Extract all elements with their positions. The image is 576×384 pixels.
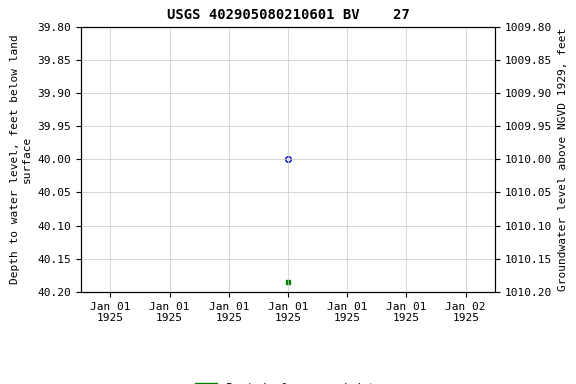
Y-axis label: Groundwater level above NGVD 1929, feet: Groundwater level above NGVD 1929, feet xyxy=(558,28,568,291)
Legend: Period of approved data: Period of approved data xyxy=(191,379,385,384)
Title: USGS 402905080210601 BV    27: USGS 402905080210601 BV 27 xyxy=(166,8,410,22)
Y-axis label: Depth to water level, feet below land
surface: Depth to water level, feet below land su… xyxy=(10,35,32,284)
